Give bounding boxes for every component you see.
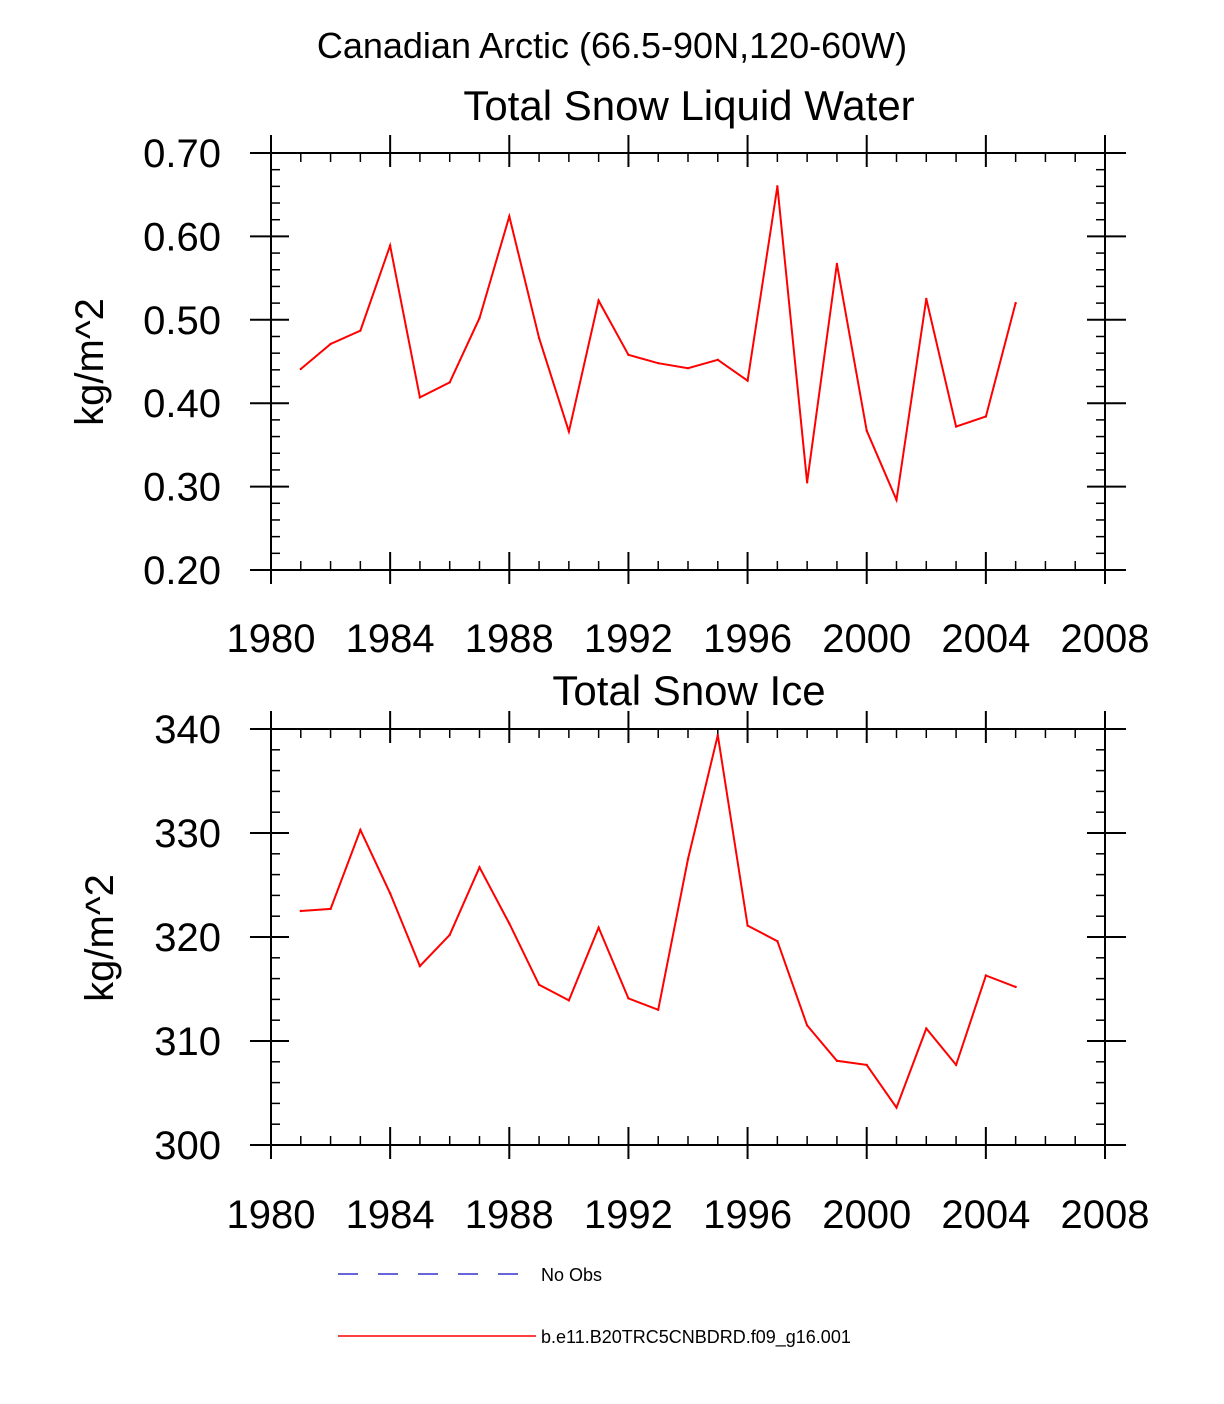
data-point: [954, 1063, 958, 1067]
data-point: [984, 415, 988, 418]
x-tick-label: 1980: [227, 1193, 316, 1237]
data-point: [805, 1024, 809, 1027]
x-tick-label: 1992: [584, 1193, 673, 1237]
x-tick-label: 2000: [822, 1193, 911, 1237]
data-point: [627, 997, 630, 1000]
data-point: [657, 1008, 660, 1011]
plot-frame: [270, 728, 1106, 1146]
x-tick-label: 2004: [941, 1193, 1030, 1237]
data-point: [895, 1106, 898, 1109]
data-point: [478, 866, 481, 869]
data-point: [657, 361, 660, 365]
data-point: [418, 964, 422, 968]
panel-snow-ice: Total Snow Ice kg/m^2 1980 1984 1988 1992 19…: [78, 667, 1149, 1237]
legend: No Obs b.e11.B20TRC5CNBDRD.f09_g16.001: [338, 1265, 851, 1348]
data-point: [925, 1027, 928, 1030]
y-tick-label: 0.70: [143, 132, 221, 176]
data-point: [329, 907, 332, 911]
data-point: [329, 342, 332, 346]
data-point: [984, 974, 988, 977]
data-point: [299, 909, 302, 913]
data-point: [835, 262, 839, 266]
data-point: [508, 922, 511, 925]
x-tick-label: 1992: [584, 617, 673, 661]
data-point: [865, 429, 868, 432]
data-point: [865, 1063, 868, 1067]
panel-title: Total Snow Ice: [552, 667, 825, 714]
data-point: [567, 430, 571, 433]
data-point: [359, 828, 362, 832]
data-point: [895, 498, 898, 502]
data-point: [537, 983, 541, 987]
series-line: [300, 186, 1017, 504]
data-point: [299, 367, 302, 371]
y-tick-label: 330: [154, 812, 221, 856]
data-point: [388, 892, 392, 895]
y-tick-label: 300: [154, 1124, 221, 1168]
data-point: [418, 396, 422, 399]
x-tick-label: 1996: [703, 1193, 792, 1237]
data-point: [508, 215, 511, 218]
y-tick-label: 0.20: [143, 549, 221, 593]
data-point: [1014, 985, 1017, 989]
x-tick-label: 1984: [346, 617, 435, 661]
data-point: [925, 297, 928, 301]
data-point: [835, 1059, 839, 1062]
data-point: [805, 481, 809, 484]
data-point: [597, 926, 600, 929]
data-point: [359, 329, 362, 332]
y-axis-label: kg/m^2: [78, 874, 122, 1002]
y-tick-label: 0.50: [143, 299, 221, 343]
x-tick-label: 2000: [822, 617, 911, 661]
panel-snow-liquid-water: Total Snow Liquid Water kg/m^2 1980 1984 1…: [68, 82, 1149, 661]
x-tick-label: 1996: [703, 617, 792, 661]
data-point: [597, 299, 600, 302]
data-point: [627, 353, 630, 357]
data-point: [388, 244, 392, 247]
data-point: [448, 381, 451, 384]
data-point: [716, 734, 719, 737]
x-tick-label: 1988: [465, 1193, 554, 1237]
data-point: [776, 185, 779, 188]
x-tick-label: 1988: [465, 617, 554, 661]
data-point: [478, 316, 481, 320]
y-tick-label: 320: [154, 916, 221, 960]
data-point: [686, 366, 690, 370]
y-tick-label: 310: [154, 1020, 221, 1064]
y-axis-label: kg/m^2: [68, 298, 112, 426]
data-point: [746, 379, 749, 382]
y-tick-label: 0.30: [143, 466, 221, 510]
data-point: [567, 999, 571, 1002]
panel-title: Total Snow Liquid Water: [463, 82, 914, 129]
x-tick-label: 2008: [1061, 617, 1150, 661]
data-point: [686, 857, 690, 861]
data-point: [448, 933, 451, 937]
x-tick-label: 2004: [941, 617, 1030, 661]
y-tick-label: 0.40: [143, 382, 221, 426]
data-point: [716, 358, 719, 362]
data-point: [537, 336, 541, 340]
legend-model-label: b.e11.B20TRC5CNBDRD.f09_g16.001: [541, 1327, 851, 1348]
data-point: [746, 924, 749, 927]
page-title: Canadian Arctic (66.5-90N,120-60W): [317, 25, 907, 66]
data-point: [954, 425, 958, 428]
y-tick-label: 0.60: [143, 215, 221, 259]
data-point: [1014, 301, 1017, 305]
plot-frame: [270, 152, 1106, 571]
y-tick-label: 340: [154, 708, 221, 752]
series-line: [300, 734, 1016, 1110]
x-tick-label: 2008: [1061, 1193, 1150, 1237]
data-point: [776, 939, 779, 943]
legend-obs-label: No Obs: [541, 1265, 602, 1285]
x-tick-label: 1984: [346, 1193, 435, 1237]
x-tick-label: 1980: [227, 617, 316, 661]
